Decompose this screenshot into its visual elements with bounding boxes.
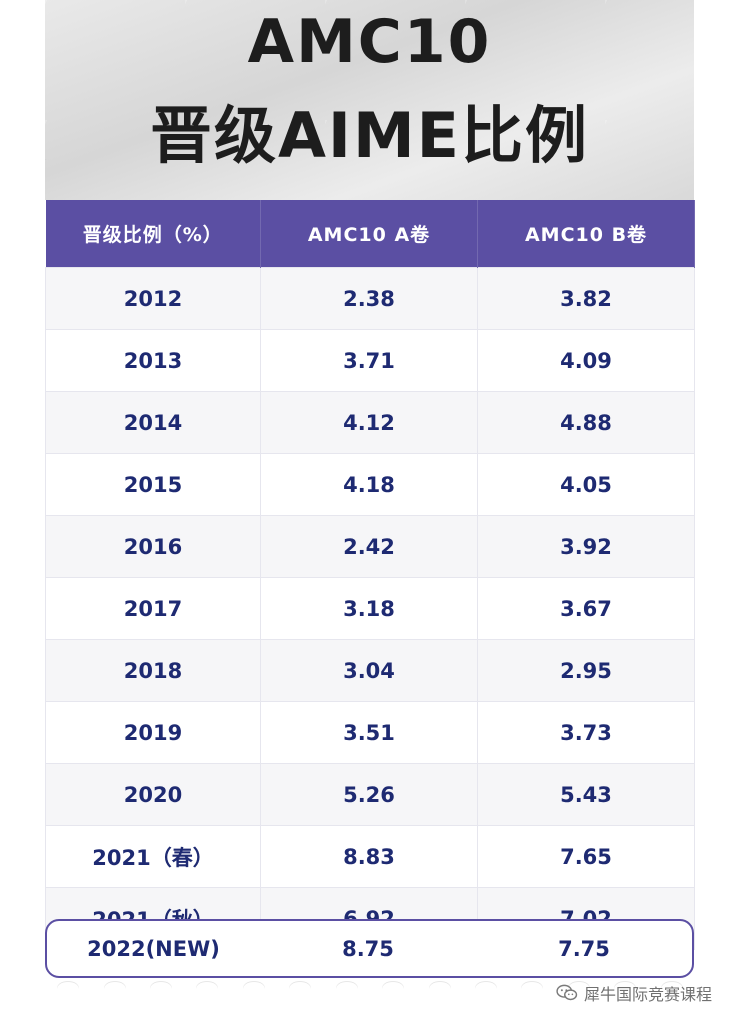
table-row: 2017 3.18 3.67	[45, 577, 695, 640]
year-cell: 2012	[45, 267, 261, 330]
a-value-cell: 4.18	[260, 453, 478, 516]
year-cell: 2021（春）	[45, 825, 261, 888]
year-cell: 2015	[45, 453, 261, 516]
year-cell: 2022(NEW)	[87, 936, 220, 961]
title-banner: AMC10 晋级AIME比例	[45, 0, 694, 200]
table-row: 2021（春） 8.83 7.65	[45, 825, 695, 888]
a-value-cell: 2.38	[260, 267, 478, 330]
page-subtitle: 晋级AIME比例	[149, 99, 590, 172]
b-value-cell: 3.82	[477, 267, 695, 330]
table-row: 2014 4.12 4.88	[45, 391, 695, 454]
table-row: 2012 2.38 3.82	[45, 267, 695, 330]
year-cell: 2013	[45, 329, 261, 392]
watermark: 犀牛国际竞赛课程	[556, 980, 712, 1006]
table-row: 2019 3.51 3.73	[45, 701, 695, 764]
b-value-cell: 7.75	[558, 936, 610, 961]
page-title: AMC10	[247, 7, 492, 77]
a-value-cell: 8.83	[260, 825, 478, 888]
a-value-cell: 5.26	[260, 763, 478, 826]
year-cell: 2020	[45, 763, 261, 826]
highlight-row-2022: 2022(NEW) 8.75 7.75	[45, 919, 694, 978]
wechat-icon	[556, 984, 578, 1001]
a-value-cell: 3.18	[260, 577, 478, 640]
a-value-cell: 2.42	[260, 515, 478, 578]
year-cell: 2014	[45, 391, 261, 454]
year-cell: 2018	[45, 639, 261, 702]
b-value-cell: 3.92	[477, 515, 695, 578]
ratio-table: 晋级比例（%） AMC10 A卷 AMC10 B卷 2012 2.38 3.82…	[45, 200, 695, 950]
table-row: 2015 4.18 4.05	[45, 453, 695, 516]
a-value-cell: 3.51	[260, 701, 478, 764]
year-cell: 2019	[45, 701, 261, 764]
b-value-cell: 3.73	[477, 701, 695, 764]
column-header-a: AMC10 A卷	[260, 200, 478, 268]
table-row: 2013 3.71 4.09	[45, 329, 695, 392]
a-value-cell: 4.12	[260, 391, 478, 454]
a-value-cell: 8.75	[342, 936, 394, 961]
table-row: 2016 2.42 3.92	[45, 515, 695, 578]
b-value-cell: 7.65	[477, 825, 695, 888]
column-header-b: AMC10 B卷	[477, 200, 695, 268]
b-value-cell: 2.95	[477, 639, 695, 702]
b-value-cell: 4.09	[477, 329, 695, 392]
year-cell: 2017	[45, 577, 261, 640]
b-value-cell: 5.43	[477, 763, 695, 826]
ratio-card: AMC10 晋级AIME比例 晋级比例（%） AMC10 A卷 AMC10 B卷…	[45, 0, 695, 988]
b-value-cell: 4.05	[477, 453, 695, 516]
column-header-year: 晋级比例（%）	[45, 200, 261, 268]
b-value-cell: 3.67	[477, 577, 695, 640]
a-value-cell: 3.04	[260, 639, 478, 702]
b-value-cell: 4.88	[477, 391, 695, 454]
year-cell: 2016	[45, 515, 261, 578]
watermark-text: 犀牛国际竞赛课程	[583, 985, 712, 1004]
a-value-cell: 3.71	[260, 329, 478, 392]
table-header-row: 晋级比例（%） AMC10 A卷 AMC10 B卷	[45, 200, 695, 268]
table-row: 2018 3.04 2.95	[45, 639, 695, 702]
table-row: 2020 5.26 5.43	[45, 763, 695, 826]
